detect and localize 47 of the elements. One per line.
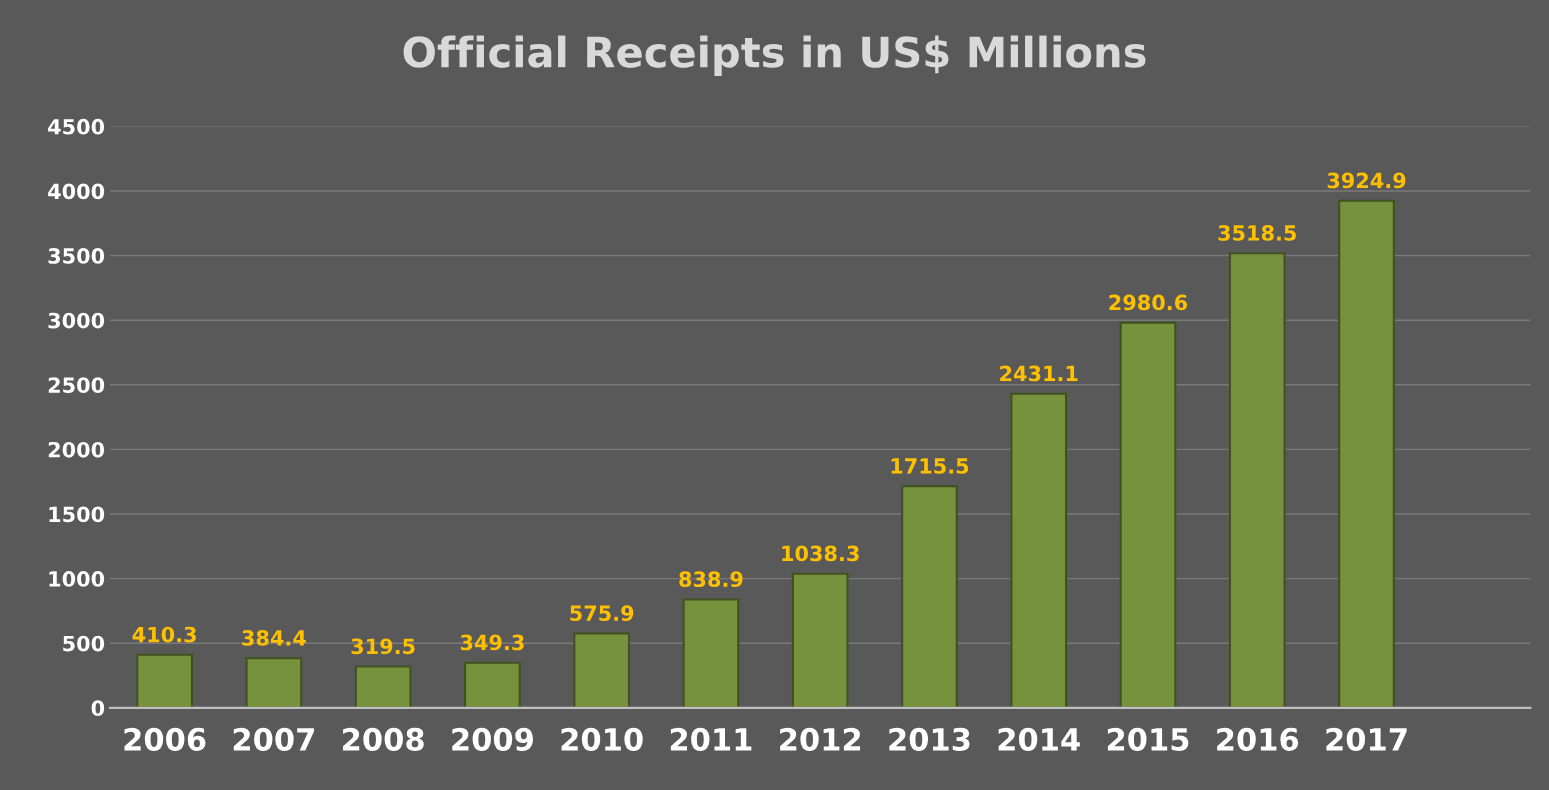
x-tick-label: 2007 — [233, 727, 314, 751]
bar — [1228, 252, 1286, 708]
x-tick-label: 2013 — [889, 727, 970, 751]
data-label: 349.3 — [460, 634, 524, 651]
y-tick-label: 4500 — [48, 118, 105, 135]
data-label: 3518.5 — [1218, 225, 1296, 241]
y-tick-label: 0 — [91, 700, 105, 717]
x-tick-label: 2017 — [1326, 727, 1407, 751]
data-label: 384.4 — [242, 630, 306, 646]
y-tick-label: 500 — [63, 635, 105, 652]
y-tick-label: 1500 — [49, 506, 105, 523]
data-label: 3924.9 — [1327, 172, 1406, 189]
x-tick-label: 2012 — [780, 727, 861, 751]
bar — [682, 598, 740, 708]
x-tick-label: 2015 — [1107, 727, 1189, 751]
bar — [354, 665, 412, 708]
y-tick-label: 1000 — [49, 571, 105, 587]
x-tick-label: 2009 — [452, 727, 533, 751]
bar — [1010, 392, 1068, 708]
data-label: 319.5 — [351, 638, 415, 655]
data-label: 1715.5 — [891, 458, 969, 474]
x-tick-label: 2006 — [124, 727, 206, 751]
x-tick-label: 2011 — [670, 727, 752, 751]
bar — [245, 657, 303, 708]
y-tick-label: 3500 — [48, 248, 105, 264]
data-label: 575.9 — [570, 605, 634, 622]
x-tick-label: 2010 — [561, 727, 643, 751]
data-label: 838.9 — [679, 571, 743, 588]
y-tick-label: 2000 — [48, 441, 105, 458]
x-tick-label: 2016 — [1217, 727, 1299, 751]
data-label: 2980.6 — [1109, 294, 1188, 311]
bar — [464, 661, 521, 708]
bar — [1338, 199, 1395, 708]
x-tick-label: 2008 — [343, 727, 424, 751]
y-tick-label: 4000 — [48, 183, 105, 200]
y-tick-label: 3000 — [48, 312, 105, 329]
x-tick-label: 2014 — [998, 727, 1080, 751]
y-tick-label: 2500 — [48, 377, 105, 394]
data-label: 2431.1 — [1000, 365, 1078, 382]
bar — [791, 572, 849, 708]
bar — [1119, 321, 1177, 708]
data-label: 1038.3 — [782, 545, 859, 562]
data-label: 410.3 — [132, 626, 196, 643]
bar — [901, 485, 958, 708]
bar — [573, 632, 631, 708]
bar — [136, 653, 193, 708]
chart-title: Official Receipts in US$ Millions — [403, 35, 1146, 76]
